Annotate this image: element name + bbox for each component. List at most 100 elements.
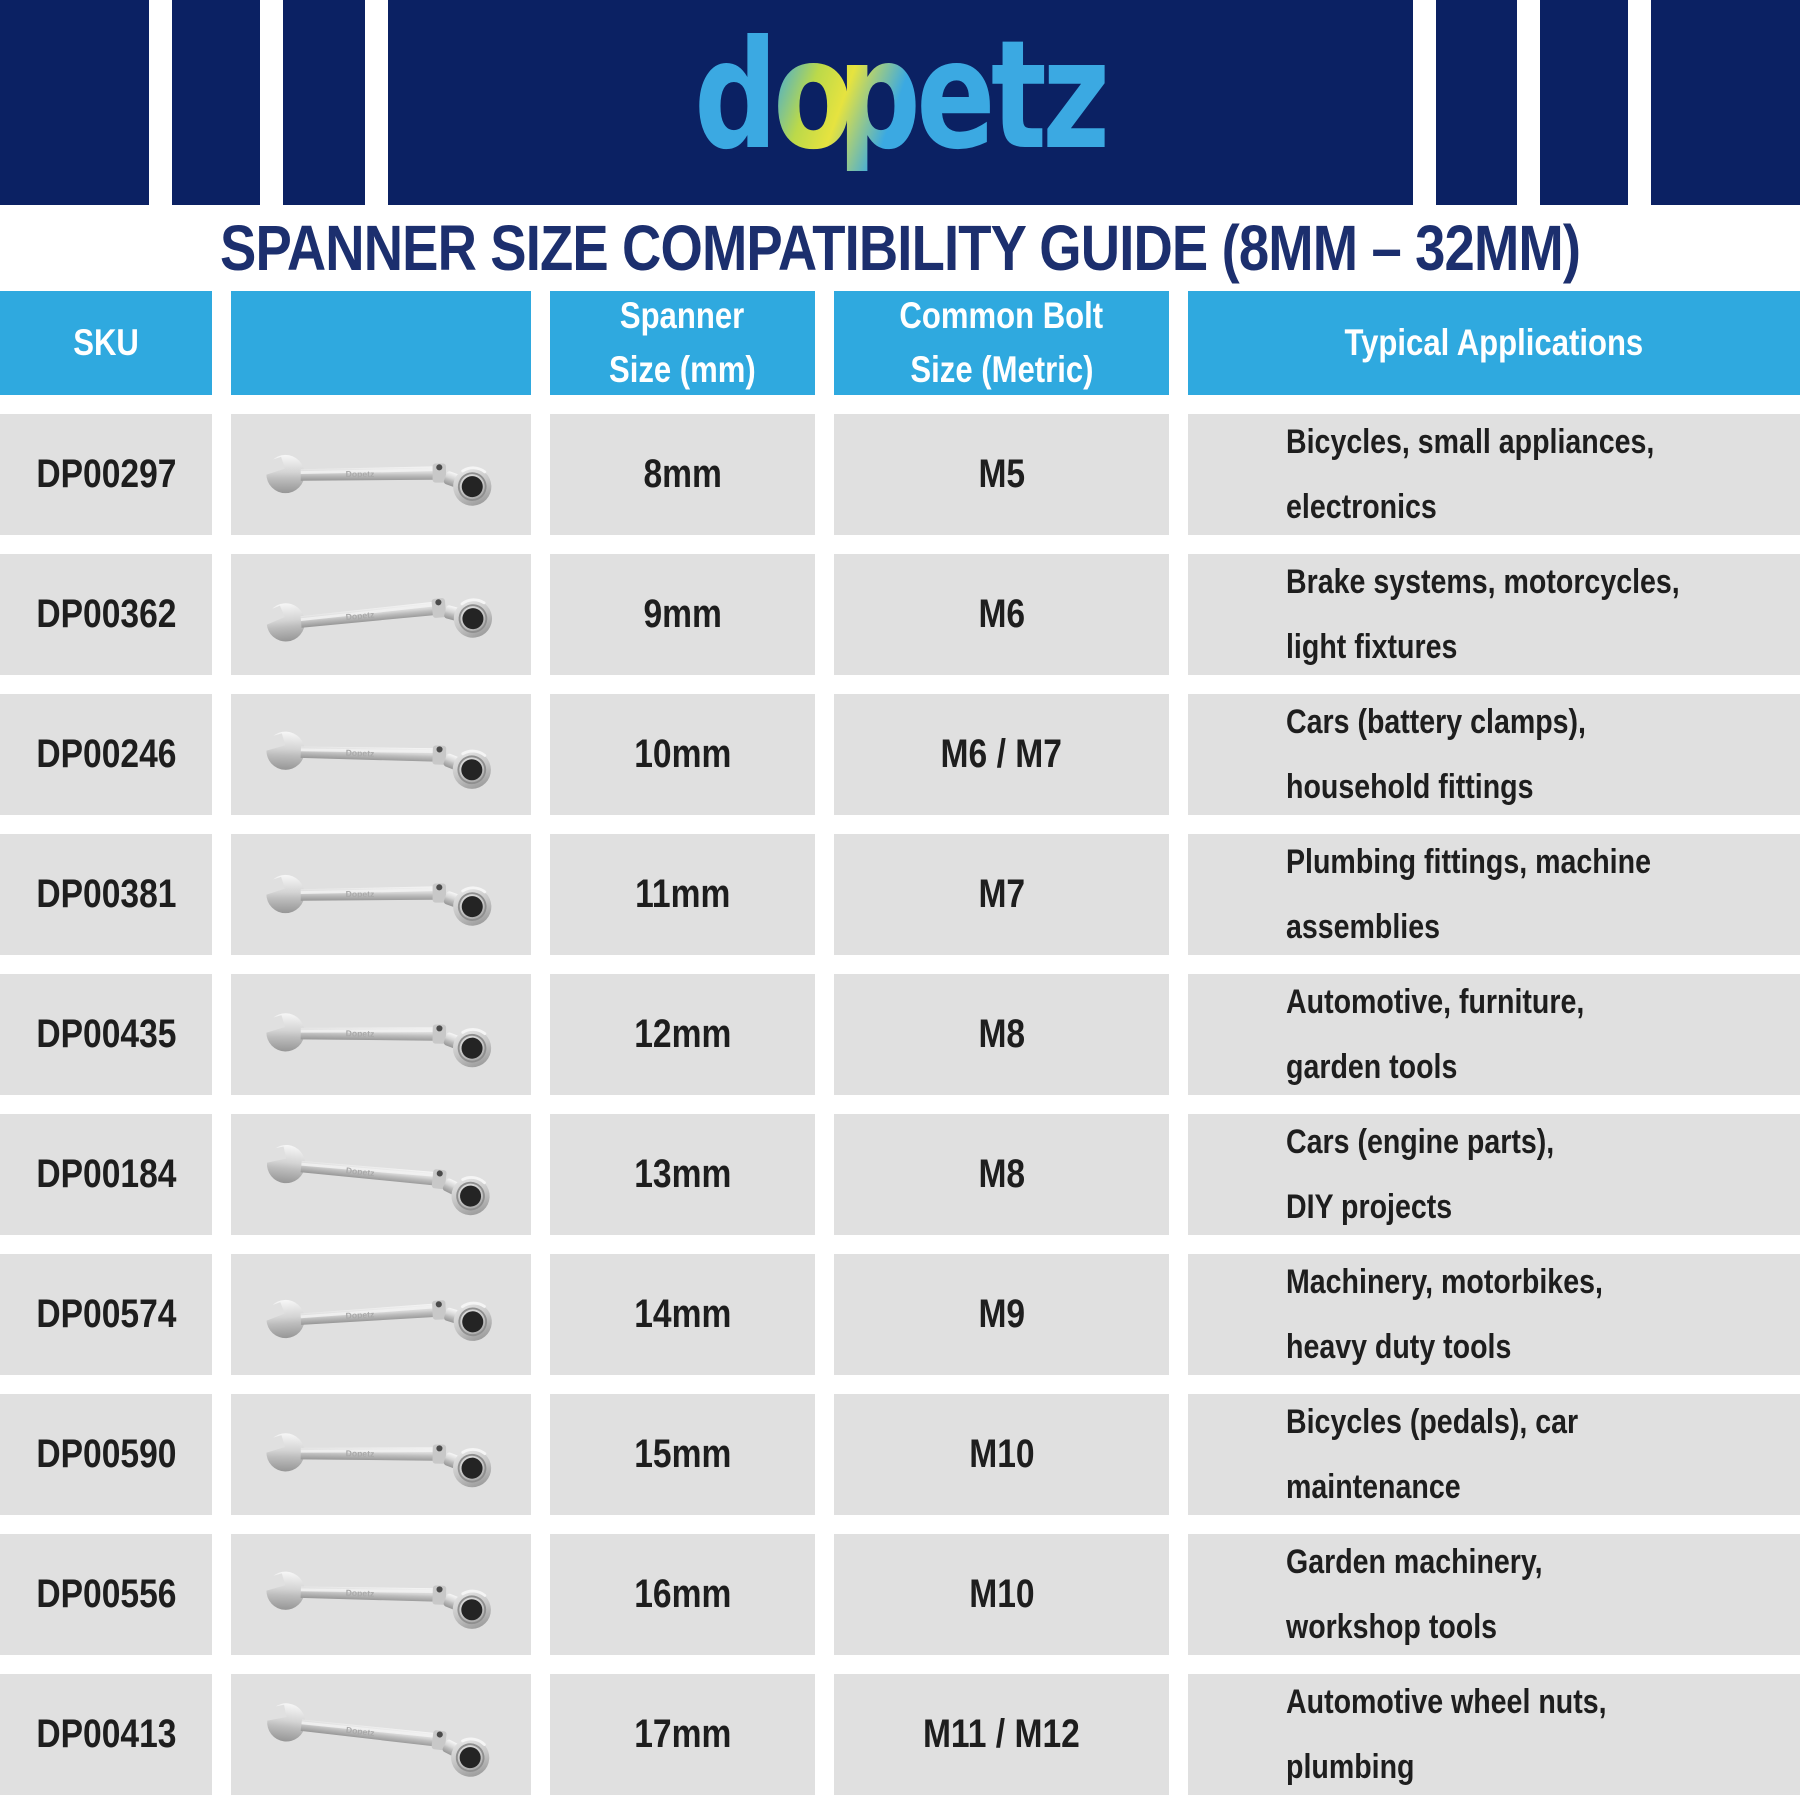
- banner-stripe: [1517, 0, 1540, 205]
- bolt-size-cell: M10: [834, 1394, 1169, 1515]
- applications-cell: Automotive, furniture, garden tools: [1188, 974, 1800, 1095]
- svg-text:Dopetz: Dopetz: [345, 1165, 375, 1178]
- bolt-size-cell: M6: [834, 554, 1169, 675]
- applications-cell: Cars (engine parts), DIY projects: [1188, 1114, 1800, 1235]
- sku-cell: DP00246: [0, 694, 212, 815]
- svg-text:Dopetz: Dopetz: [345, 1724, 375, 1737]
- application-line-2: workshop tools: [1286, 1607, 1498, 1646]
- svg-text:Dopetz: Dopetz: [346, 1028, 375, 1038]
- title-band: SPANNER SIZE COMPATIBILITY GUIDE (8MM – …: [0, 205, 1800, 291]
- bolt-size-cell: M8: [834, 1114, 1169, 1235]
- applications-cell: Bicycles, small appliances, electronics: [1188, 414, 1800, 535]
- spanner-wrench-image: Dopetz: [258, 1144, 490, 1215]
- applications-cell: Brake systems, motorcycles, light fixtur…: [1188, 554, 1800, 675]
- spanner-size-cell: 10mm: [550, 694, 815, 815]
- application-line-1: Plumbing fittings, machine: [1286, 842, 1651, 881]
- spanner-size-cell: 16mm: [550, 1534, 815, 1655]
- spanner-size-cell: 12mm: [550, 974, 815, 1095]
- logo-letters-etz: etz: [916, 8, 1110, 183]
- spanner-wrench-image: Dopetz: [258, 1702, 490, 1777]
- application-line-1: Machinery, motorbikes,: [1286, 1262, 1603, 1301]
- application-line-2: assemblies: [1286, 907, 1441, 946]
- column-header-sku: SKU: [0, 291, 212, 395]
- spanner-size-cell: 9mm: [550, 554, 815, 675]
- spanner-size-cell: 11mm: [550, 834, 815, 955]
- product-image-cell: Dopetz: [231, 1114, 531, 1235]
- application-line-1: Bicycles, small appliances,: [1286, 422, 1655, 461]
- sku-cell: DP00413: [0, 1674, 212, 1795]
- application-line-2: DIY projects: [1286, 1187, 1453, 1226]
- product-image-cell: Dopetz: [231, 1534, 531, 1655]
- product-image-cell: Dopetz: [231, 834, 531, 955]
- sku-cell: DP00435: [0, 974, 212, 1095]
- svg-text:Dopetz: Dopetz: [345, 1309, 374, 1320]
- spanner-size-cell: 17mm: [550, 1674, 815, 1795]
- spanner-size-cell: 13mm: [550, 1114, 815, 1235]
- logo-letter-d: d: [694, 8, 778, 183]
- spanner-wrench-image: Dopetz: [257, 731, 491, 789]
- sku-cell: DP00574: [0, 1254, 212, 1375]
- column-header-applications: Typical Applications: [1188, 291, 1800, 395]
- application-line-2: household fittings: [1286, 767, 1534, 806]
- sku-cell: DP00556: [0, 1534, 212, 1655]
- product-image-cell: Dopetz: [231, 974, 531, 1095]
- compatibility-table: SKU Spanner Size (mm) Common Bolt Size (…: [0, 291, 1800, 1795]
- column-header-spanner-size: Spanner Size (mm): [550, 291, 815, 395]
- product-image-cell: Dopetz: [231, 1394, 531, 1515]
- brand-banner: d op etz: [0, 0, 1800, 205]
- applications-cell: Cars (battery clamps), household fitting…: [1188, 694, 1800, 815]
- application-line-2: heavy duty tools: [1286, 1327, 1512, 1366]
- spanner-wrench-image: Dopetz: [256, 1012, 492, 1067]
- bolt-size-cell: M6 / M7: [834, 694, 1169, 815]
- banner-stripe: [1628, 0, 1651, 205]
- application-line-1: Cars (engine parts),: [1286, 1122, 1555, 1161]
- logo-letters-op: op: [773, 21, 921, 171]
- bolt-size-cell: M5: [834, 414, 1169, 535]
- sku-cell: DP00590: [0, 1394, 212, 1515]
- sku-cell: DP00381: [0, 834, 212, 955]
- product-image-cell: Dopetz: [231, 1254, 531, 1375]
- spanner-wrench-image: Dopetz: [256, 1432, 492, 1487]
- spanner-wrench-image: Dopetz: [256, 874, 492, 926]
- banner-stripe: [365, 0, 388, 205]
- column-header-bolt-size: Common Bolt Size (Metric): [834, 291, 1169, 395]
- bolt-size-cell: M11 / M12: [834, 1674, 1169, 1795]
- sku-cell: DP00362: [0, 554, 212, 675]
- bolt-size-cell: M9: [834, 1254, 1169, 1375]
- bolt-size-cell: M7: [834, 834, 1169, 955]
- application-line-2: electronics: [1286, 487, 1437, 526]
- spanner-size-cell: 14mm: [550, 1254, 815, 1375]
- spanner-size-cell: 15mm: [550, 1394, 815, 1515]
- application-line-2: light fixtures: [1286, 627, 1458, 666]
- application-line-2: plumbing: [1286, 1747, 1415, 1786]
- spanner-wrench-image: Dopetz: [256, 454, 492, 506]
- application-line-1: Automotive wheel nuts,: [1286, 1682, 1607, 1721]
- application-line-2: maintenance: [1286, 1467, 1461, 1506]
- product-image-cell: Dopetz: [231, 694, 531, 815]
- applications-cell: Plumbing fittings, machine assemblies: [1188, 834, 1800, 955]
- banner-stripe: [260, 0, 283, 205]
- applications-cell: Garden machinery, workshop tools: [1188, 1534, 1800, 1655]
- column-header-image: [231, 291, 531, 395]
- svg-text:Dopetz: Dopetz: [346, 1587, 375, 1598]
- applications-cell: Machinery, motorbikes, heavy duty tools: [1188, 1254, 1800, 1375]
- application-line-1: Automotive, furniture,: [1286, 982, 1585, 1021]
- application-line-1: Garden machinery,: [1286, 1542, 1543, 1581]
- svg-text:Dopetz: Dopetz: [345, 609, 374, 621]
- product-image-cell: Dopetz: [231, 554, 531, 675]
- product-image-cell: Dopetz: [231, 1674, 531, 1795]
- application-line-1: Bicycles (pedals), car: [1286, 1402, 1579, 1441]
- spanner-wrench-image: Dopetz: [256, 1299, 492, 1341]
- svg-text:Dopetz: Dopetz: [346, 888, 375, 898]
- spanner-size-cell: 8mm: [550, 414, 815, 535]
- application-line-1: Cars (battery clamps),: [1286, 702, 1586, 741]
- svg-text:Dopetz: Dopetz: [346, 468, 375, 478]
- page-title: SPANNER SIZE COMPATIBILITY GUIDE (8MM – …: [219, 212, 1581, 284]
- banner-stripe: [149, 0, 172, 205]
- application-line-2: garden tools: [1286, 1047, 1458, 1086]
- svg-text:Dopetz: Dopetz: [346, 1448, 375, 1458]
- sku-cell: DP00184: [0, 1114, 212, 1235]
- spanner-wrench-image: Dopetz: [256, 597, 493, 641]
- bolt-size-cell: M8: [834, 974, 1169, 1095]
